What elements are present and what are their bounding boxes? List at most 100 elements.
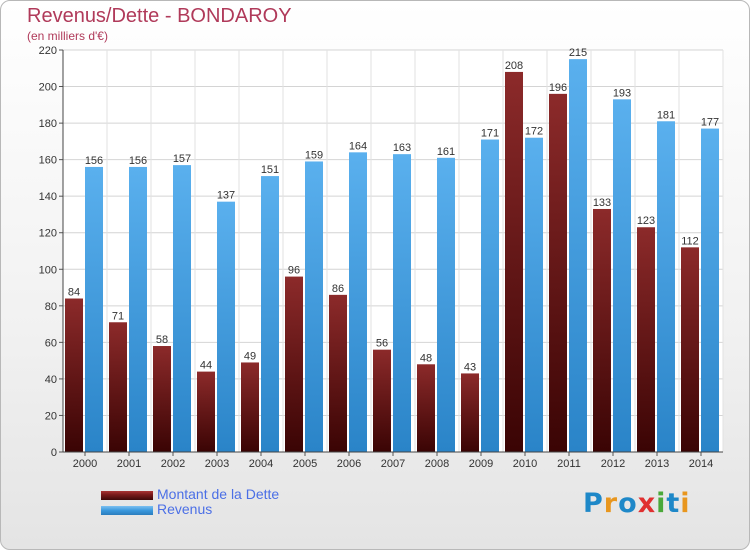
bar-revenus <box>657 121 675 452</box>
x-tick-label: 2013 <box>645 458 669 470</box>
logo-letter: x <box>637 488 657 519</box>
data-label-revenus: 159 <box>305 149 323 161</box>
legend-label-dette: Montant de la Dette <box>157 486 280 502</box>
logo-letter: t <box>666 488 681 519</box>
data-label-dette: 48 <box>420 352 432 364</box>
bar-dette <box>153 346 171 452</box>
data-label-dette: 133 <box>593 197 611 209</box>
x-tick-label: 2006 <box>337 458 361 470</box>
bar-dette <box>373 349 391 452</box>
y-tick-label: 200 <box>39 82 57 94</box>
bar-revenus <box>525 137 543 452</box>
x-tick-label: 2011 <box>557 458 581 470</box>
data-label-dette: 71 <box>112 310 124 322</box>
bar-revenus <box>393 154 411 452</box>
bar-dette <box>65 298 83 452</box>
data-label-dette: 112 <box>681 235 699 247</box>
bar-dette <box>593 208 611 452</box>
data-label-revenus: 156 <box>85 155 103 167</box>
data-label-dette: 44 <box>200 360 212 372</box>
logo-letter: i <box>680 488 691 519</box>
bar-dette <box>417 364 435 452</box>
bar-revenus <box>305 161 323 453</box>
y-tick-label: 120 <box>39 228 57 240</box>
x-tick-label: 2002 <box>161 458 185 470</box>
bar-revenus <box>481 139 499 452</box>
x-tick-label: 2007 <box>381 458 405 470</box>
bar-revenus <box>349 152 367 452</box>
x-tick-label: 2001 <box>117 458 141 470</box>
x-tick-label: 2005 <box>293 458 317 470</box>
data-label-dette: 123 <box>637 215 655 227</box>
data-label-revenus: 161 <box>437 146 455 158</box>
bar-revenus <box>569 59 587 453</box>
y-tick-label: 0 <box>51 447 57 459</box>
data-label-revenus: 164 <box>349 140 367 152</box>
data-label-revenus: 157 <box>173 153 191 165</box>
legend-swatch-dette <box>101 490 153 500</box>
y-tick-label: 80 <box>45 301 57 313</box>
bar-revenus <box>437 157 455 453</box>
data-label-dette: 43 <box>464 361 476 373</box>
bar-dette <box>329 294 347 452</box>
x-tick-label: 2003 <box>205 458 229 470</box>
bar-revenus <box>129 166 147 453</box>
x-tick-label: 2004 <box>249 458 273 470</box>
y-tick-label: 160 <box>39 155 57 167</box>
logo-letter: P <box>583 488 604 519</box>
legend-item-dette: Montant de la Dette <box>101 487 279 502</box>
data-label-revenus: 177 <box>701 117 719 129</box>
chart-subtitle: (en milliers d'€) <box>27 29 108 43</box>
data-label-revenus: 137 <box>217 190 235 202</box>
y-tick-label: 40 <box>45 374 57 386</box>
bar-revenus <box>261 176 279 452</box>
bar-dette <box>197 371 215 452</box>
x-tick-label: 2008 <box>425 458 449 470</box>
logo-letter: r <box>603 488 619 519</box>
bar-dette <box>461 373 479 452</box>
data-label-revenus: 215 <box>569 47 587 59</box>
x-tick-label: 2009 <box>469 458 493 470</box>
y-tick-label: 20 <box>45 410 57 422</box>
legend-label-revenus: Revenus <box>157 501 213 517</box>
x-tick-label: 2010 <box>513 458 537 470</box>
proxiti-logo: Proxiti <box>583 488 691 519</box>
bar-revenus <box>217 201 235 452</box>
legend-swatch-revenus <box>101 505 153 515</box>
data-label-dette: 49 <box>244 350 256 362</box>
bar-dette <box>241 362 259 452</box>
data-label-revenus: 181 <box>657 109 675 121</box>
logo-letter: i <box>656 488 667 519</box>
chart-legend: Montant de la Dette Revenus <box>101 487 279 517</box>
x-tick-label: 2000 <box>73 458 97 470</box>
data-label-dette: 96 <box>288 265 300 277</box>
x-tick-label: 2014 <box>689 458 713 470</box>
y-tick-label: 60 <box>45 337 57 349</box>
bar-revenus <box>85 166 103 453</box>
bar-dette <box>505 71 523 452</box>
bar-dette <box>681 247 699 452</box>
data-label-dette: 196 <box>549 82 567 94</box>
y-tick-label: 140 <box>39 191 57 203</box>
y-tick-label: 100 <box>39 264 57 276</box>
bar-dette <box>109 322 127 452</box>
bar-dette <box>549 93 567 452</box>
legend-item-revenus: Revenus <box>101 502 279 517</box>
bar-revenus <box>173 165 191 453</box>
bar-dette <box>285 276 303 452</box>
bar-revenus <box>701 128 719 452</box>
data-label-revenus: 172 <box>525 126 543 138</box>
data-label-dette: 56 <box>376 338 388 350</box>
data-label-revenus: 163 <box>393 142 411 154</box>
bar-dette <box>637 227 655 452</box>
data-label-dette: 208 <box>505 60 523 72</box>
chart-title: Revenus/Dette - BONDAROY <box>27 5 292 27</box>
x-tick-label: 2012 <box>601 458 625 470</box>
y-tick-label: 180 <box>39 118 57 130</box>
y-tick-label: 220 <box>39 45 57 57</box>
bar-revenus <box>613 99 631 452</box>
data-label-revenus: 171 <box>481 128 499 140</box>
logo-letter: o <box>618 488 638 519</box>
